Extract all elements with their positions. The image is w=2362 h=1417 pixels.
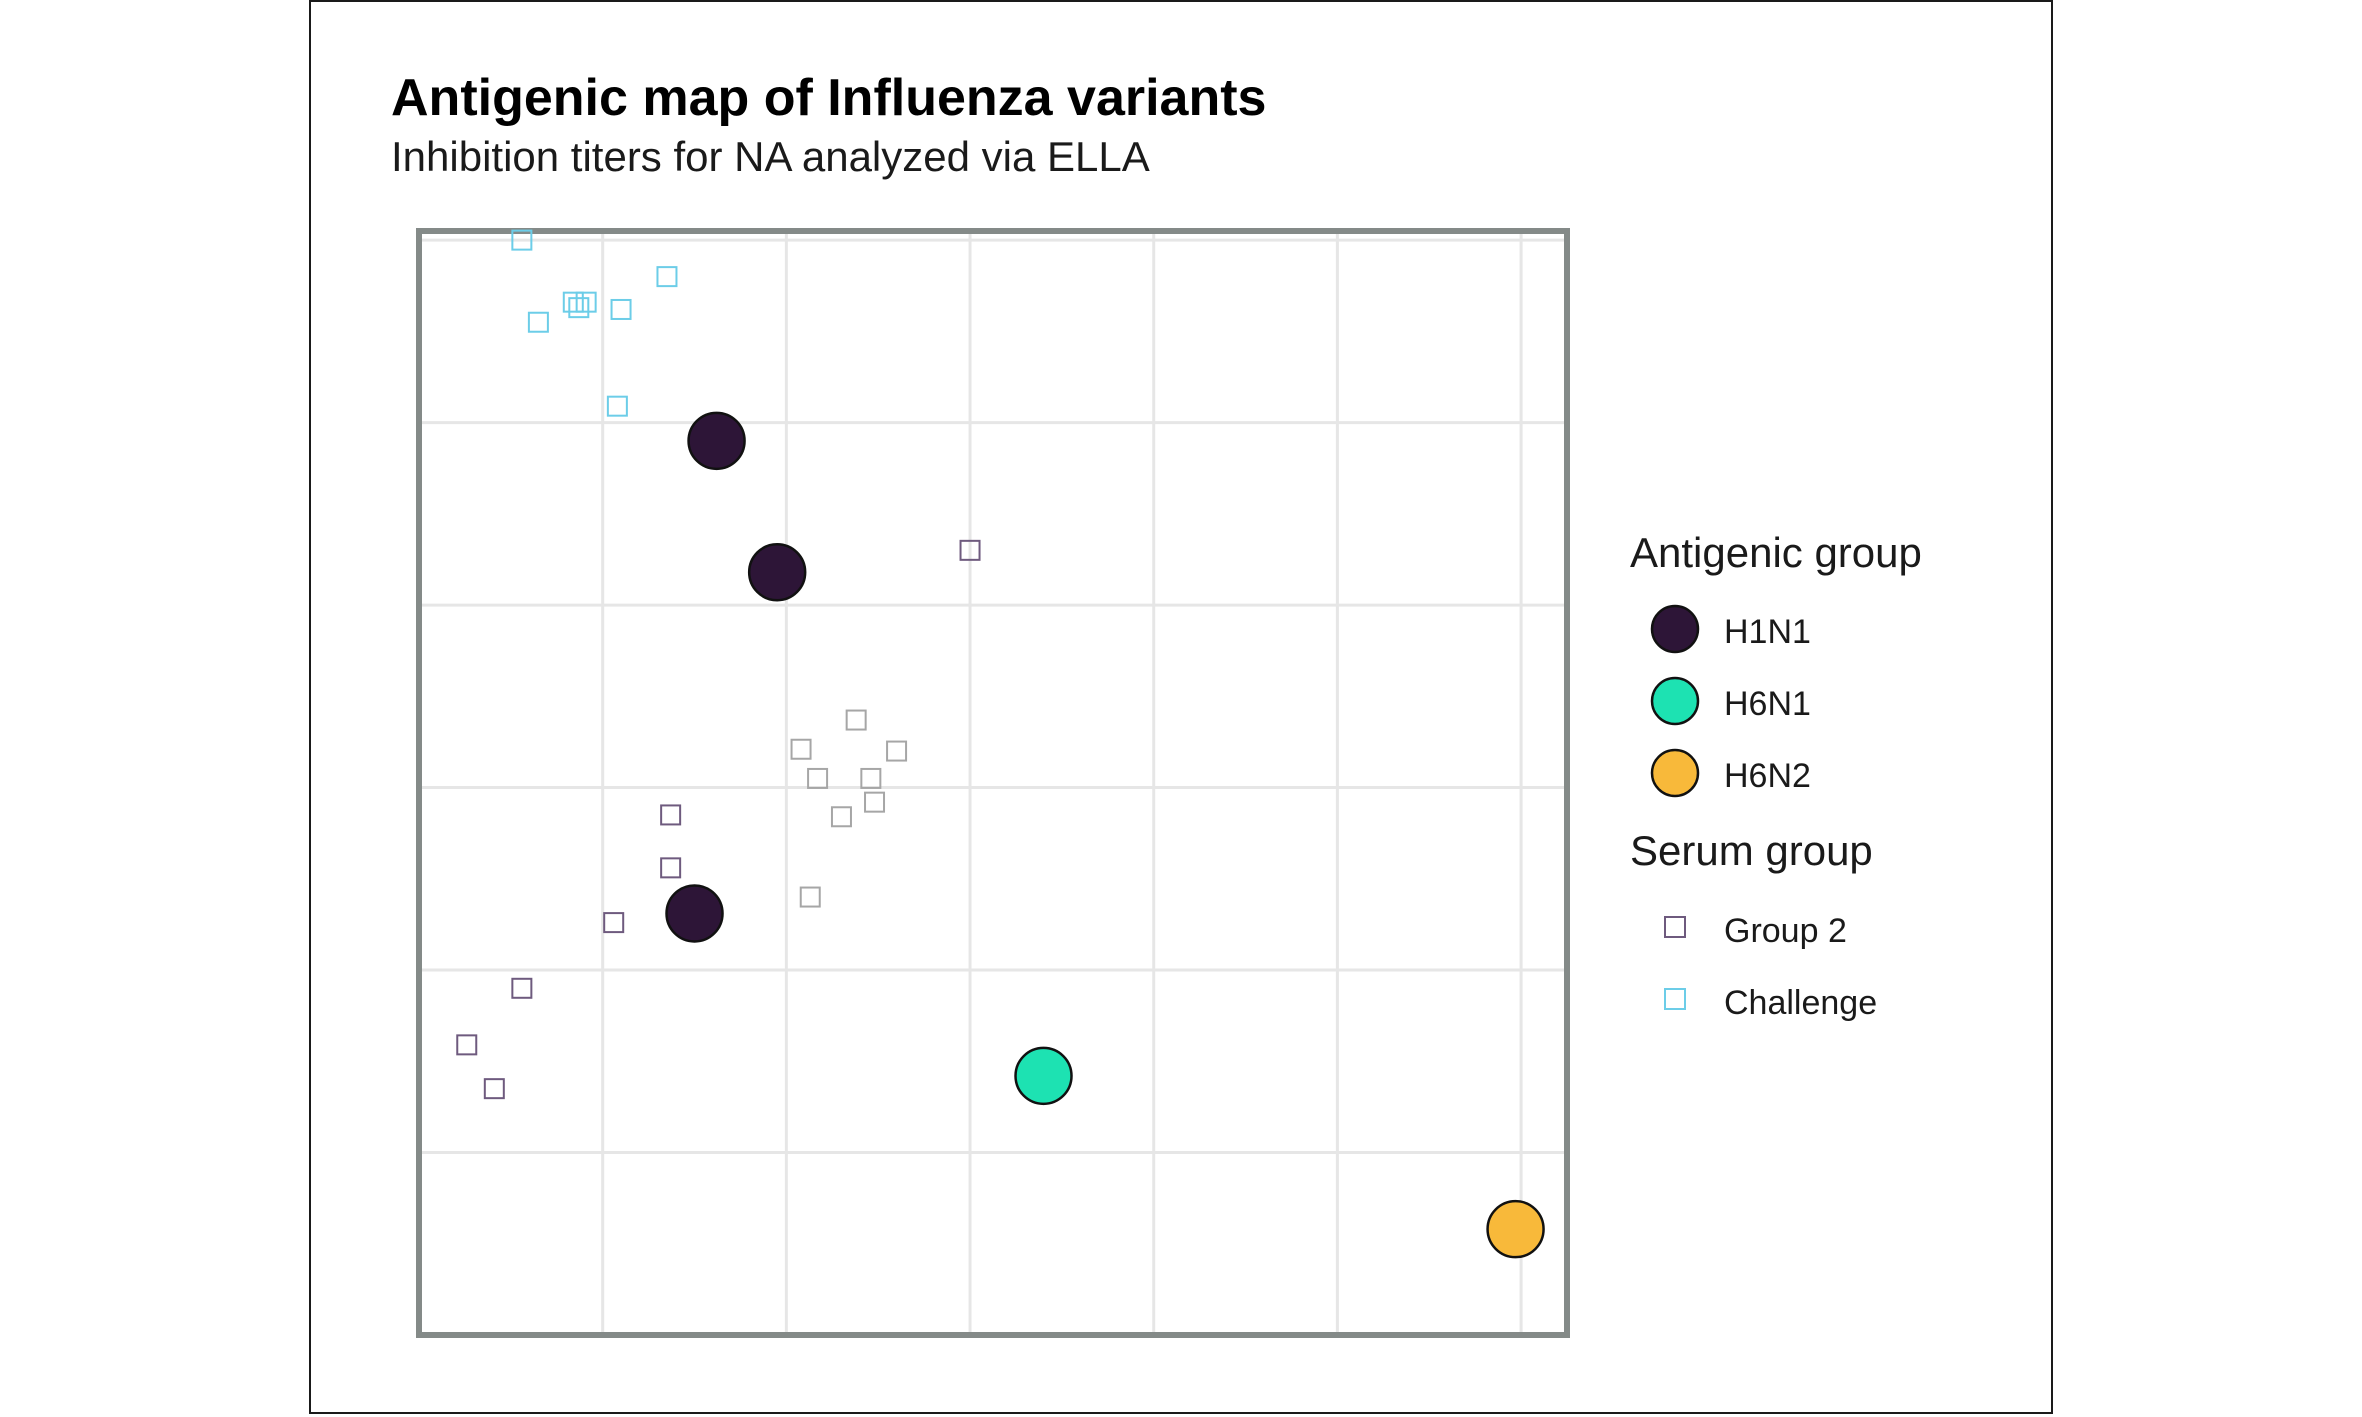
legend-title-serum-group: Serum group xyxy=(1630,827,1873,874)
legend-label-h6n1: H6N1 xyxy=(1724,685,1811,723)
chart-subtitle: Inhibition titers for NA analyzed via EL… xyxy=(391,133,1150,180)
serum-point xyxy=(807,767,829,789)
antigen-point xyxy=(1486,1199,1545,1259)
legend-key-antigen xyxy=(1650,748,1700,798)
serum-point xyxy=(864,791,886,813)
legend-key-antigen xyxy=(1650,676,1700,726)
serum-point xyxy=(660,804,682,826)
serum-point xyxy=(830,806,852,828)
antigen-point xyxy=(1014,1046,1073,1106)
antigen-point xyxy=(665,884,724,943)
chart-title: Antigenic map of Influenza variants xyxy=(391,69,1267,127)
serum-point xyxy=(860,767,882,789)
serum-point xyxy=(511,977,533,999)
legend-label-challenge: Challenge xyxy=(1724,984,1878,1022)
serum-point xyxy=(790,738,812,760)
serum-point xyxy=(886,740,908,762)
serum-point xyxy=(845,709,867,731)
legend-label-h6n2: H6N2 xyxy=(1724,757,1811,795)
serum-point xyxy=(456,1034,478,1056)
legend-key-serum xyxy=(1664,916,1686,938)
legend-key-serum xyxy=(1664,988,1686,1010)
serum-point xyxy=(959,539,981,561)
serum-point xyxy=(656,266,678,288)
serum-point xyxy=(610,298,632,320)
serum-point xyxy=(562,291,584,313)
serum-point xyxy=(575,291,597,313)
serum-point xyxy=(799,886,821,908)
serum-point xyxy=(511,229,533,251)
legend-label-group-2: Group 2 xyxy=(1724,912,1847,950)
legend-label-h1n1: H1N1 xyxy=(1724,613,1811,651)
panel-border xyxy=(416,228,1570,1338)
serum-point xyxy=(606,395,628,417)
serum-point xyxy=(527,311,549,333)
serum-point xyxy=(660,857,682,879)
serum-point xyxy=(568,297,590,319)
legend-key-antigen xyxy=(1650,604,1700,654)
antigen-point xyxy=(687,411,746,471)
serum-point xyxy=(603,912,625,934)
plot-frame xyxy=(309,0,2053,1414)
antigen-point xyxy=(747,542,807,602)
serum-point xyxy=(483,1078,505,1100)
legend-title-antigenic-group: Antigenic group xyxy=(1630,529,1922,576)
